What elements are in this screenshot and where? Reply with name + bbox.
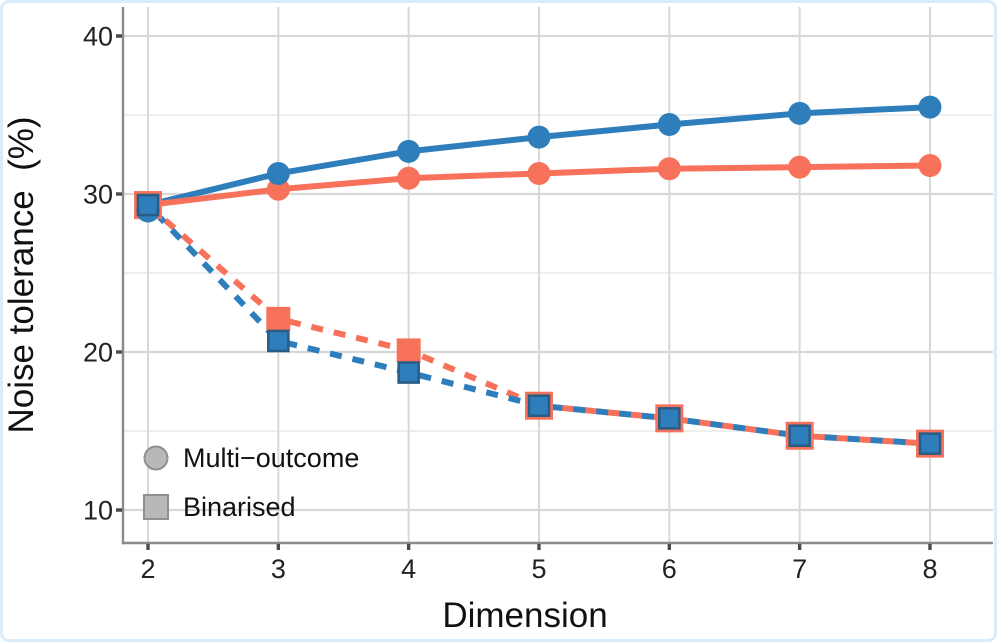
axis-layer: 10 20 30 40 2 3 4 5 6 7 8 bbox=[83, 7, 993, 584]
x-tick-label-5: 5 bbox=[531, 554, 546, 584]
y-tick-label-20: 20 bbox=[83, 338, 113, 368]
line-binarised-blue-shared bbox=[538, 402, 931, 447]
legend-label-multi-outcome: Multi−outcome bbox=[183, 443, 359, 473]
marker-multi-outcome-blue-d8 bbox=[918, 95, 942, 119]
marker-multi-outcome-coral-d4 bbox=[397, 166, 421, 190]
x-axis-title: Dimension bbox=[442, 596, 607, 635]
marker-binarised-blue-d8 bbox=[918, 432, 942, 455]
noise-tolerance-chart: 10 20 30 40 2 3 4 5 6 7 8 Noise tolerance (%) Dime… bbox=[3, 7, 993, 635]
y-axis-title: Noise tolerance (%) bbox=[3, 116, 41, 433]
marker-binarised-blue-d7 bbox=[788, 424, 811, 448]
marker-multi-outcome-blue-d5 bbox=[527, 125, 551, 149]
x-tick-label-4: 4 bbox=[401, 554, 416, 584]
x-tick-label-6: 6 bbox=[662, 554, 677, 584]
marker-binarised-blue-d4 bbox=[397, 361, 420, 384]
marker-multi-outcome-coral-d6 bbox=[657, 157, 681, 181]
marker-binarised-coral-d3 bbox=[266, 306, 291, 331]
y-tick-label-30: 30 bbox=[83, 180, 113, 210]
line-binarised-coral-shared bbox=[538, 402, 931, 447]
marker-multi-outcome-blue-d3 bbox=[266, 161, 290, 185]
marker-multi-outcome-blue-d6 bbox=[657, 112, 681, 136]
marker-multi-outcome-coral-d3 bbox=[266, 177, 290, 201]
marker-binarised-blue-d6 bbox=[658, 407, 681, 430]
marker-multi-outcome-coral-d7 bbox=[788, 155, 812, 179]
marker-layer bbox=[134, 95, 944, 458]
x-tick-label-7: 7 bbox=[792, 554, 807, 584]
marker-binarised-blue-d2 bbox=[136, 193, 160, 217]
legend-circle-marker bbox=[143, 445, 169, 471]
line-binarised-coral bbox=[146, 202, 541, 409]
x-tick-label-8: 8 bbox=[922, 554, 937, 584]
marker-multi-outcome-blue-d7 bbox=[788, 101, 812, 125]
legend-label-binarised: Binarised bbox=[183, 492, 296, 522]
legend-square-marker bbox=[143, 494, 169, 520]
marker-multi-outcome-coral-d8 bbox=[918, 154, 942, 178]
line-binarised-blue bbox=[145, 202, 540, 409]
marker-multi-outcome-blue-d4 bbox=[397, 139, 421, 163]
y-tick-label-40: 40 bbox=[83, 22, 113, 52]
x-tick-label-3: 3 bbox=[271, 554, 286, 584]
x-tick-label-2: 2 bbox=[140, 554, 155, 584]
legend: Multi−outcome Binarised bbox=[143, 443, 359, 522]
marker-multi-outcome-coral-d5 bbox=[527, 161, 551, 185]
marker-binarised-blue-d5 bbox=[527, 394, 551, 418]
marker-binarised-coral-d4 bbox=[396, 338, 421, 363]
marker-binarised-blue-d3 bbox=[267, 329, 290, 353]
y-tick-label-10: 10 bbox=[83, 496, 113, 526]
